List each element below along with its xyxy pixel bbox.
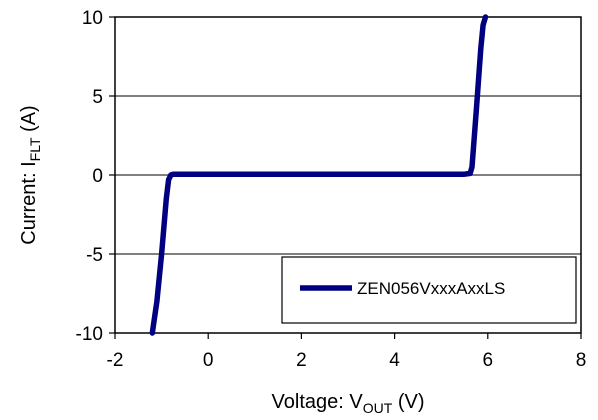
x-tick-label: 6: [483, 350, 494, 371]
x-tick-label: -2: [107, 350, 124, 371]
y-tick-label: -5: [86, 245, 103, 266]
y-tick-label: 0: [92, 166, 103, 187]
series-line-0: [149, 14, 489, 336]
y-axis-ticks: -10 -5 0 5 10: [76, 8, 115, 345]
x-tick-label: 4: [389, 350, 400, 371]
y-tick-label: 5: [92, 87, 103, 108]
x-tick-label: 2: [296, 350, 307, 371]
legend: ZEN056VxxxAxxLS: [281, 256, 577, 324]
y-tick-label: 10: [82, 8, 103, 29]
legend-label: ZEN056VxxxAxxLS: [357, 279, 505, 298]
x-axis-ticks: -2 0 2 4 6 8: [107, 333, 587, 371]
x-axis-title: Voltage: VOUT (V): [272, 391, 425, 416]
x-tick-label: 8: [576, 350, 587, 371]
y-axis-title: Current: IFLT (A): [18, 105, 43, 244]
y-tick-label: -10: [76, 324, 103, 345]
x-tick-label: 0: [203, 350, 214, 371]
